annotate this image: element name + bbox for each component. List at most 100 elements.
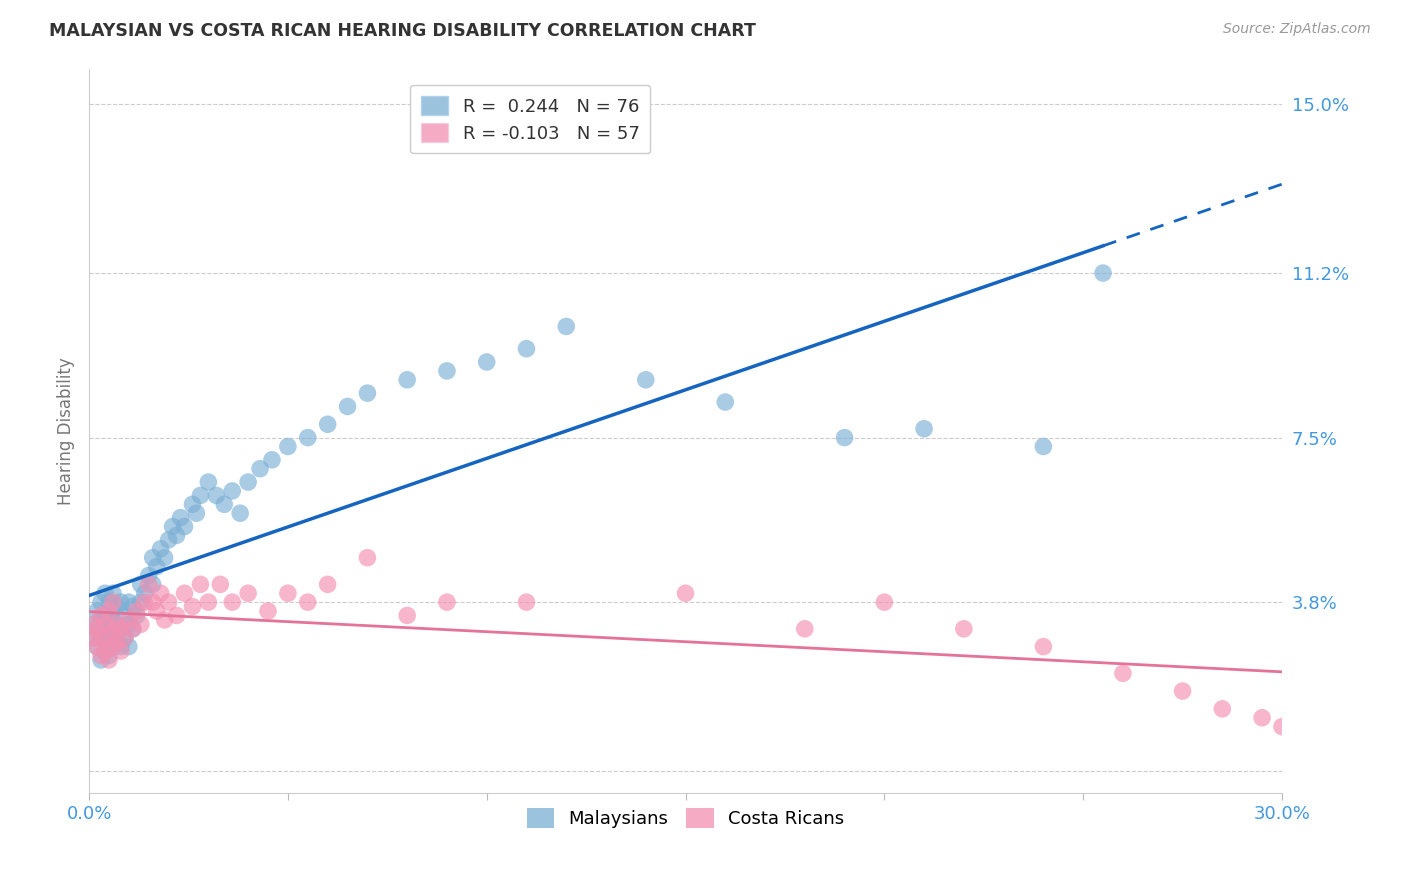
Point <box>277 440 299 454</box>
Point <box>1211 702 1233 716</box>
Point <box>105 635 128 649</box>
Point <box>1092 266 1115 280</box>
Point <box>97 653 120 667</box>
Point <box>110 644 132 658</box>
Point <box>912 422 935 436</box>
Point <box>396 608 419 623</box>
Point <box>1271 720 1294 734</box>
Point <box>166 608 188 623</box>
Point <box>105 617 128 632</box>
Text: MALAYSIAN VS COSTA RICAN HEARING DISABILITY CORRELATION CHART: MALAYSIAN VS COSTA RICAN HEARING DISABIL… <box>49 22 756 40</box>
Point <box>145 604 167 618</box>
Y-axis label: Hearing Disability: Hearing Disability <box>58 357 75 505</box>
Point <box>97 631 120 645</box>
Point <box>86 640 108 654</box>
Point <box>634 373 657 387</box>
Point <box>105 635 128 649</box>
Point <box>129 577 152 591</box>
Point <box>873 595 896 609</box>
Point <box>94 644 117 658</box>
Point <box>297 595 319 609</box>
Point <box>257 604 280 618</box>
Point <box>1112 666 1135 681</box>
Point <box>229 506 252 520</box>
Point <box>515 595 537 609</box>
Point <box>436 364 458 378</box>
Point <box>1032 440 1054 454</box>
Point <box>316 577 339 591</box>
Point <box>129 595 152 609</box>
Point <box>186 506 208 520</box>
Point <box>90 613 112 627</box>
Point <box>90 631 112 645</box>
Point <box>236 586 259 600</box>
Point <box>118 613 141 627</box>
Point <box>1251 711 1274 725</box>
Point <box>94 644 117 658</box>
Point <box>236 475 259 489</box>
Point <box>396 373 419 387</box>
Point <box>834 431 856 445</box>
Point <box>118 595 141 609</box>
Point <box>101 640 124 654</box>
Point <box>153 613 176 627</box>
Point <box>142 595 165 609</box>
Point <box>82 617 104 632</box>
Point <box>110 640 132 654</box>
Point <box>336 400 359 414</box>
Point <box>162 519 184 533</box>
Point <box>121 599 143 614</box>
Point <box>149 541 172 556</box>
Point <box>125 608 148 623</box>
Point <box>86 604 108 618</box>
Point <box>190 488 212 502</box>
Point <box>138 568 160 582</box>
Point <box>105 617 128 632</box>
Point <box>82 631 104 645</box>
Point <box>97 613 120 627</box>
Point <box>142 550 165 565</box>
Point <box>105 599 128 614</box>
Point <box>97 648 120 663</box>
Point <box>121 622 143 636</box>
Point <box>221 483 243 498</box>
Point <box>209 577 232 591</box>
Point <box>181 497 204 511</box>
Point <box>475 355 498 369</box>
Point <box>90 653 112 667</box>
Point <box>436 595 458 609</box>
Point <box>101 604 124 618</box>
Point <box>197 595 219 609</box>
Point <box>90 608 112 623</box>
Point <box>205 488 228 502</box>
Point <box>197 475 219 489</box>
Text: Source: ZipAtlas.com: Source: ZipAtlas.com <box>1223 22 1371 37</box>
Point <box>118 617 141 632</box>
Point <box>145 559 167 574</box>
Point <box>173 586 195 600</box>
Point <box>101 640 124 654</box>
Point <box>169 510 191 524</box>
Point <box>97 604 120 618</box>
Point <box>97 631 120 645</box>
Point <box>157 533 180 547</box>
Point <box>101 622 124 636</box>
Point <box>114 631 136 645</box>
Point <box>86 640 108 654</box>
Point <box>675 586 697 600</box>
Point <box>94 626 117 640</box>
Point <box>90 595 112 609</box>
Point <box>157 595 180 609</box>
Point <box>101 622 124 636</box>
Point <box>94 608 117 623</box>
Point <box>214 497 236 511</box>
Point <box>190 577 212 591</box>
Point <box>134 595 156 609</box>
Point <box>90 631 112 645</box>
Point <box>181 599 204 614</box>
Point <box>86 622 108 636</box>
Point <box>153 550 176 565</box>
Point <box>555 319 578 334</box>
Point <box>97 595 120 609</box>
Point <box>260 453 283 467</box>
